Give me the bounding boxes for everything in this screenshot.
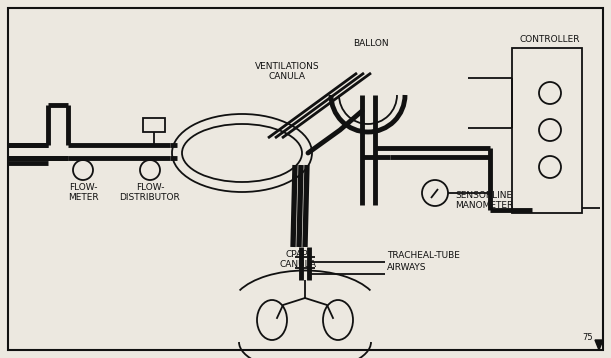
Text: CPAP-
CANULA: CPAP- CANULA bbox=[279, 250, 316, 270]
Text: VENTILATIONS
CANULA: VENTILATIONS CANULA bbox=[255, 62, 320, 81]
Text: 75: 75 bbox=[582, 333, 593, 342]
Bar bbox=[143, 118, 165, 132]
Bar bbox=[512, 48, 582, 213]
Polygon shape bbox=[595, 340, 603, 350]
Text: FLOW-
METER: FLOW- METER bbox=[68, 183, 98, 202]
Text: AIRWAYS: AIRWAYS bbox=[387, 263, 426, 272]
Text: BALLON: BALLON bbox=[353, 39, 389, 48]
Text: CONTROLLER: CONTROLLER bbox=[520, 35, 580, 44]
Text: SENSORLINE
MANOMETER: SENSORLINE MANOMETER bbox=[455, 191, 513, 211]
Text: FLOW-
DISTRIBUTOR: FLOW- DISTRIBUTOR bbox=[120, 183, 180, 202]
Text: TRACHEAL-TUBE: TRACHEAL-TUBE bbox=[387, 251, 460, 260]
